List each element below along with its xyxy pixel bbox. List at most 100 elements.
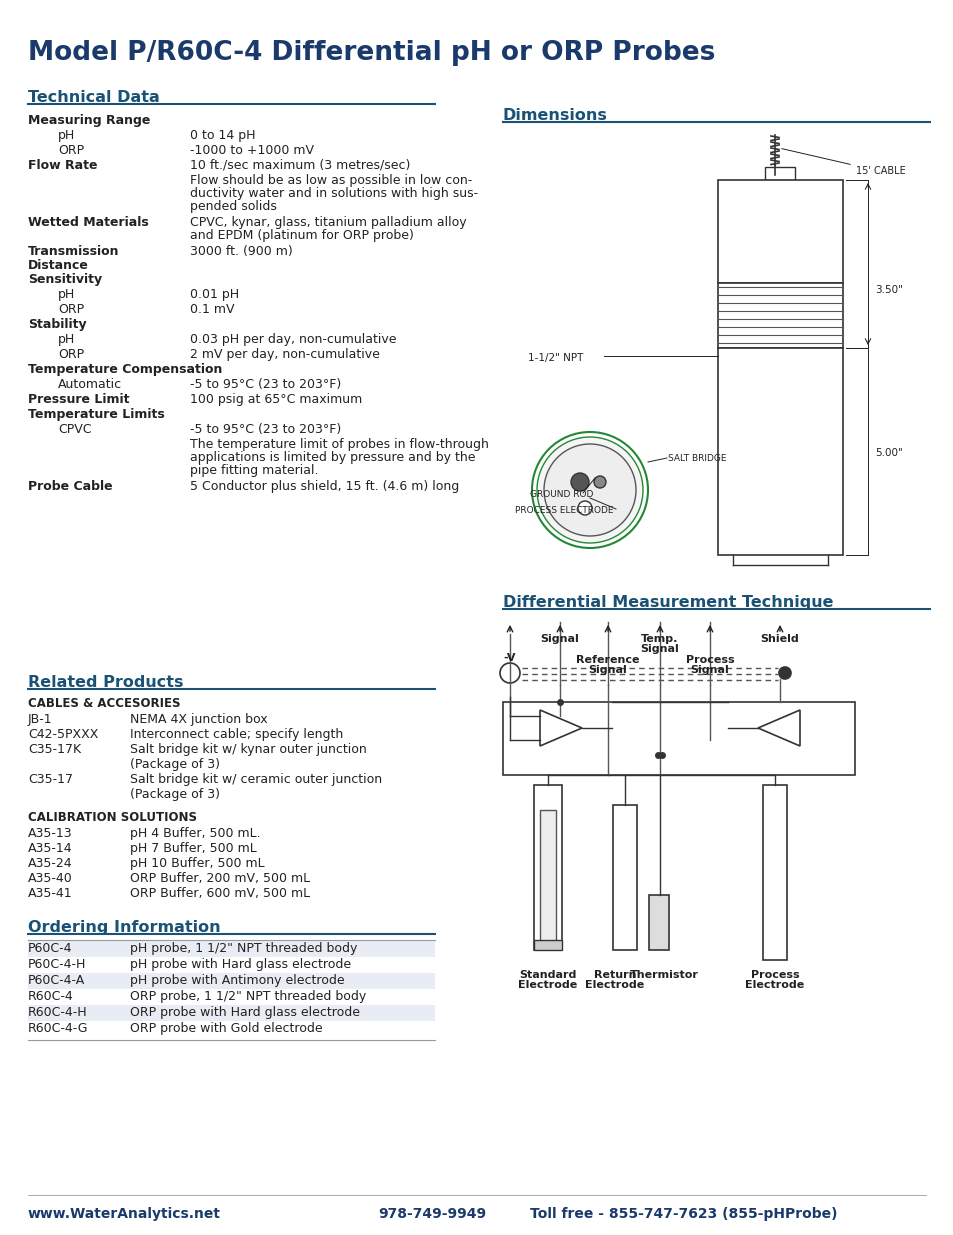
Text: -5 to 95°C (23 to 203°F): -5 to 95°C (23 to 203°F) — [190, 424, 341, 436]
Text: Shield: Shield — [760, 634, 799, 643]
Text: 0.03 pH per day, non-cumulative: 0.03 pH per day, non-cumulative — [190, 333, 396, 346]
Text: Distance: Distance — [28, 259, 89, 272]
Text: A35-13: A35-13 — [28, 827, 72, 840]
Text: Sensitivity: Sensitivity — [28, 273, 102, 287]
Text: ORP probe with Gold electrode: ORP probe with Gold electrode — [130, 1023, 322, 1035]
Text: 0.1 mV: 0.1 mV — [190, 303, 234, 316]
Text: SALT BRIDGE: SALT BRIDGE — [667, 454, 726, 463]
Circle shape — [499, 663, 519, 683]
Polygon shape — [758, 710, 800, 746]
Text: Signal: Signal — [588, 664, 627, 676]
Text: ORP probe with Hard glass electrode: ORP probe with Hard glass electrode — [130, 1007, 359, 1019]
Text: Process: Process — [685, 655, 734, 664]
Bar — [718, 180, 842, 283]
Text: P60C-4-A: P60C-4-A — [28, 974, 85, 987]
Text: ORP probe, 1 1/2" NPT threaded body: ORP probe, 1 1/2" NPT threaded body — [130, 990, 366, 1003]
Text: C42-5PXXX: C42-5PXXX — [28, 727, 98, 741]
Text: 0 to 14 pH: 0 to 14 pH — [190, 128, 255, 142]
Text: -V: -V — [503, 653, 516, 663]
Text: Thermistor: Thermistor — [629, 969, 698, 981]
Text: Wetted Materials: Wetted Materials — [28, 216, 149, 228]
Circle shape — [779, 667, 790, 679]
Text: 10 ft./sec maximum (3 metres/sec): 10 ft./sec maximum (3 metres/sec) — [190, 159, 410, 172]
Text: The temperature limit of probes in flow-through: The temperature limit of probes in flow-… — [190, 438, 488, 451]
Text: 978-749-9949: 978-749-9949 — [377, 1207, 486, 1221]
Text: ORP: ORP — [58, 303, 84, 316]
Text: Temperature Limits: Temperature Limits — [28, 408, 165, 421]
Text: A35-40: A35-40 — [28, 872, 72, 885]
Text: pipe fitting material.: pipe fitting material. — [190, 464, 318, 477]
Text: Return: Return — [593, 969, 636, 981]
Text: Probe Cable: Probe Cable — [28, 480, 112, 493]
Text: JB-1: JB-1 — [28, 713, 52, 726]
Text: Flow should be as low as possible in low con-: Flow should be as low as possible in low… — [190, 174, 472, 186]
Text: Automatic: Automatic — [58, 378, 122, 391]
Text: pH probe with Antimony electrode: pH probe with Antimony electrode — [130, 974, 344, 987]
Text: R60C-4-G: R60C-4-G — [28, 1023, 89, 1035]
Text: 15' CABLE: 15' CABLE — [855, 165, 904, 177]
Text: R60C-4: R60C-4 — [28, 990, 73, 1003]
Text: CPVC, kynar, glass, titanium palladium alloy: CPVC, kynar, glass, titanium palladium a… — [190, 216, 466, 228]
Text: NEMA 4X junction box: NEMA 4X junction box — [130, 713, 268, 726]
Text: Dimensions: Dimensions — [502, 107, 607, 124]
Text: www.WaterAnalytics.net: www.WaterAnalytics.net — [28, 1207, 221, 1221]
Circle shape — [532, 432, 647, 548]
Text: 0.01 pH: 0.01 pH — [190, 288, 239, 301]
Text: Signal: Signal — [640, 643, 679, 655]
Bar — [764, 167, 794, 180]
Text: A35-41: A35-41 — [28, 887, 72, 900]
Text: ORP: ORP — [58, 348, 84, 361]
Text: 5.00": 5.00" — [874, 448, 902, 458]
Text: pH: pH — [58, 128, 75, 142]
Text: C35-17K: C35-17K — [28, 743, 81, 756]
Text: ORP Buffer, 200 mV, 500 mL: ORP Buffer, 200 mV, 500 mL — [130, 872, 310, 885]
Text: Differential Measurement Technique: Differential Measurement Technique — [502, 595, 833, 610]
Bar — [534, 785, 561, 950]
Text: (Package of 3): (Package of 3) — [130, 758, 220, 771]
Text: CALIBRATION SOLUTIONS: CALIBRATION SOLUTIONS — [28, 811, 196, 824]
Text: R60C-4-H: R60C-4-H — [28, 1007, 88, 1019]
Text: Temperature Compensation: Temperature Compensation — [28, 363, 222, 375]
Bar — [28, 1005, 435, 1021]
Circle shape — [543, 445, 636, 536]
Text: Process: Process — [750, 969, 799, 981]
Text: 2 mV per day, non-cumulative: 2 mV per day, non-cumulative — [190, 348, 379, 361]
Text: pended solids: pended solids — [190, 200, 276, 212]
Text: Salt bridge kit w/ ceramic outer junction: Salt bridge kit w/ ceramic outer junctio… — [130, 773, 382, 785]
Text: Electrode: Electrode — [517, 981, 577, 990]
Text: Signal: Signal — [690, 664, 729, 676]
Text: 5 Conductor plus shield, 15 ft. (4.6 m) long: 5 Conductor plus shield, 15 ft. (4.6 m) … — [190, 480, 458, 493]
Text: Interconnect cable; specify length: Interconnect cable; specify length — [130, 727, 343, 741]
Bar — [613, 805, 637, 950]
Text: Ordering Information: Ordering Information — [28, 920, 220, 935]
Bar — [502, 701, 854, 776]
Text: CABLES & ACCESORIES: CABLES & ACCESORIES — [28, 697, 180, 710]
Text: ORP: ORP — [58, 144, 84, 157]
Text: P60C-4-H: P60C-4-H — [28, 958, 87, 971]
Text: applications is limited by pressure and by the: applications is limited by pressure and … — [190, 451, 475, 464]
Text: pH: pH — [58, 288, 75, 301]
Text: 3000 ft. (900 m): 3000 ft. (900 m) — [190, 245, 293, 258]
Text: Reference: Reference — [576, 655, 639, 664]
Text: (Package of 3): (Package of 3) — [130, 788, 220, 802]
Text: Electrode: Electrode — [585, 981, 644, 990]
Bar — [648, 895, 668, 950]
Text: Model P/R60C-4 Differential pH or ORP Probes: Model P/R60C-4 Differential pH or ORP Pr… — [28, 40, 715, 65]
Text: pH: pH — [58, 333, 75, 346]
Text: 3.50": 3.50" — [874, 285, 902, 295]
Text: pH 10 Buffer, 500 mL: pH 10 Buffer, 500 mL — [130, 857, 264, 869]
Text: pH 4 Buffer, 500 mL.: pH 4 Buffer, 500 mL. — [130, 827, 260, 840]
Text: pH probe with Hard glass electrode: pH probe with Hard glass electrode — [130, 958, 351, 971]
Text: -5 to 95°C (23 to 203°F): -5 to 95°C (23 to 203°F) — [190, 378, 341, 391]
Circle shape — [537, 437, 642, 543]
Text: PROCESS ELECTRODE: PROCESS ELECTRODE — [515, 506, 613, 515]
Circle shape — [594, 475, 605, 488]
Text: Electrode: Electrode — [744, 981, 803, 990]
Text: Toll free - 855-747-7623 (855-pHProbe): Toll free - 855-747-7623 (855-pHProbe) — [530, 1207, 837, 1221]
Text: Technical Data: Technical Data — [28, 90, 159, 105]
Text: A35-14: A35-14 — [28, 842, 72, 855]
Text: Flow Rate: Flow Rate — [28, 159, 97, 172]
Text: Pressure Limit: Pressure Limit — [28, 393, 130, 406]
Text: 1-1/2" NPT: 1-1/2" NPT — [527, 353, 583, 363]
Bar — [762, 785, 786, 960]
